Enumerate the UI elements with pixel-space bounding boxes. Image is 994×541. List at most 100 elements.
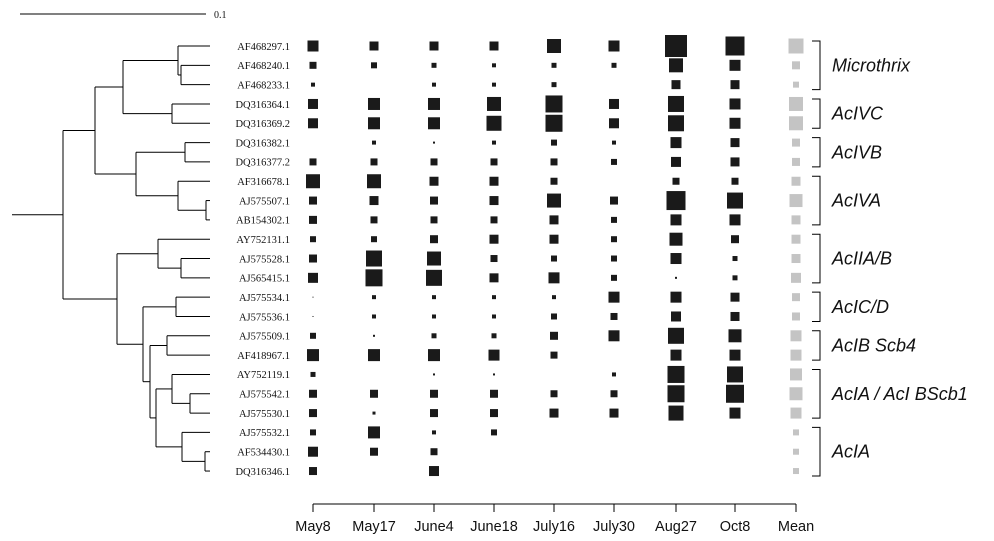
abundance-square (428, 117, 440, 130)
abundance-square (371, 236, 377, 243)
x-tick-label: June4 (414, 519, 454, 535)
abundance-square (730, 311, 740, 321)
clade-label: AcIVC (831, 104, 884, 124)
abundance-square (551, 313, 557, 320)
abundance-square (490, 389, 498, 398)
abundance-square (670, 349, 682, 361)
abundance-square (550, 177, 558, 185)
abundance-square (487, 96, 501, 111)
abundance-square (609, 118, 619, 129)
abundance-square (488, 349, 500, 361)
abundance-square (312, 315, 314, 317)
abundance-square (433, 373, 435, 376)
abundance-square (432, 314, 436, 319)
clade-bracket (812, 426, 821, 477)
abundance-square (551, 139, 557, 146)
mean-abundance-square (791, 234, 801, 244)
abundance-square (489, 273, 499, 283)
abundance-square (551, 82, 557, 88)
abundance-square (426, 269, 442, 286)
abundance-square (665, 35, 687, 57)
abundance-square (309, 61, 317, 69)
abundance-square (610, 390, 618, 398)
abundance-square (549, 234, 559, 244)
clade-bracket (812, 40, 821, 91)
abundance-square (309, 158, 317, 166)
abundance-square (611, 62, 617, 68)
x-tick-label: Mean (778, 519, 814, 535)
clade-bracket (812, 368, 821, 419)
abundance-square (493, 373, 495, 376)
abundance-square (550, 351, 558, 359)
abundance-square (492, 82, 496, 87)
abundance-square (729, 214, 741, 226)
clade-label: Microthrix (832, 55, 911, 75)
abundance-square (368, 97, 380, 110)
mean-abundance-square (793, 81, 799, 88)
tip-labels: AF468297.1 AF468240.1 AF468233.1 DQ316364.1… (235, 42, 290, 478)
abundance-square (608, 330, 620, 342)
abundance-square (671, 156, 681, 167)
abundance-square (672, 177, 680, 185)
abundance-square (491, 333, 497, 339)
abundance-square (611, 216, 617, 223)
abundance-square (610, 196, 618, 205)
mean-abundance-square (793, 448, 799, 455)
tip-label: AF534430.1 (237, 448, 290, 459)
abundance-square (309, 215, 317, 224)
abundance-square (367, 174, 381, 189)
abundance-square (727, 366, 743, 383)
clade-bracket (812, 175, 821, 226)
abundance-square (670, 214, 682, 226)
clade-bracket (812, 233, 821, 284)
abundance-square (726, 384, 744, 403)
abundance-square (671, 311, 681, 322)
abundance-square (308, 98, 318, 109)
abundance-square (430, 409, 438, 418)
tip-label: DQ316364.1 (235, 100, 290, 111)
abundance-square (612, 140, 616, 145)
abundance-square (729, 98, 741, 110)
tip-label: AF468233.1 (237, 80, 290, 91)
abundance-square (310, 332, 316, 339)
x-axis: May8 May17 June4 June18 July16 July30 Aug27 Oct… (295, 503, 814, 535)
tip-label: AF468297.1 (237, 42, 290, 53)
abundance-square (490, 216, 498, 224)
x-tick-label: Oct8 (720, 519, 751, 535)
abundance-square (372, 314, 376, 319)
tip-label: AF316678.1 (237, 177, 290, 188)
abundance-square (309, 196, 317, 205)
abundance-square (730, 292, 740, 302)
abundance-square (668, 95, 684, 112)
abundance-square (492, 295, 496, 300)
abundance-square (667, 365, 685, 383)
abundance-square (666, 191, 686, 211)
abundance-square (309, 467, 317, 476)
abundance-square (308, 446, 318, 457)
tip-label: AJ575536.1 (239, 312, 290, 323)
abundance-square (489, 196, 499, 206)
abundance-square (669, 232, 683, 246)
abundance-square (308, 272, 318, 283)
abundance-square (430, 216, 438, 224)
clade-label: AcIA / AcI BScb1 (831, 384, 968, 404)
mean-abundance-square (792, 312, 800, 321)
abundance-square (429, 41, 439, 51)
abundance-square (430, 158, 438, 166)
abundance-square (608, 291, 620, 303)
abundance-square (670, 137, 682, 149)
abundance-square (548, 272, 560, 284)
mean-abundance-square (792, 293, 800, 302)
mean-abundance-square (788, 38, 804, 54)
abundance-square (310, 371, 316, 377)
abundance-square (370, 216, 378, 224)
tip-label: DQ316377.2 (235, 158, 290, 169)
abundance-square (611, 255, 617, 262)
abundance-square (489, 41, 499, 51)
abundance-square (611, 274, 617, 281)
abundance-square (428, 349, 440, 362)
abundance-square (430, 448, 438, 456)
abundance-square (729, 117, 741, 129)
abundance-square (731, 177, 739, 185)
